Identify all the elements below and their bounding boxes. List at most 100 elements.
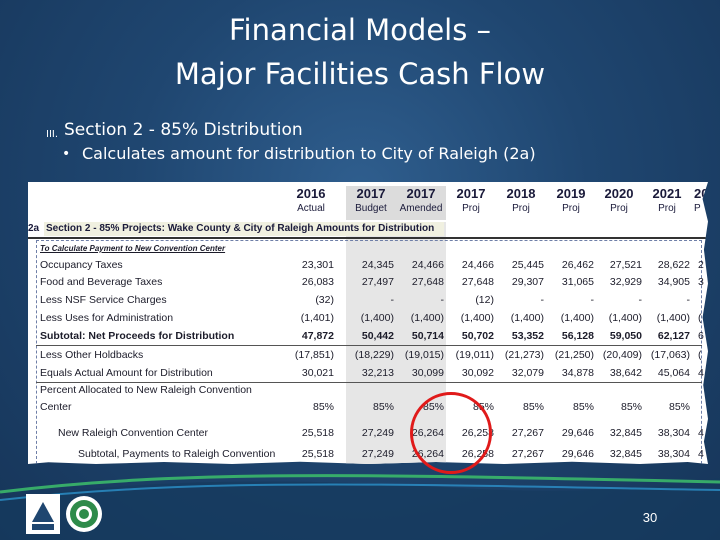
footer-logos xyxy=(24,492,104,536)
page-number: 30 xyxy=(642,510,658,525)
bullet-number: III. xyxy=(46,129,59,140)
table-cell: 24,345 xyxy=(361,259,394,271)
table-cell: 25,518 xyxy=(301,448,334,460)
column-header: 2017 Proj xyxy=(446,186,496,216)
column-year: 2016 xyxy=(296,186,326,201)
table-cell: 27,497 xyxy=(361,276,394,288)
column-header: 2021 Proj xyxy=(642,186,692,216)
column-subtitle: Proj xyxy=(610,203,628,214)
table-row: Less Uses for Administration (1,401) (1,40… xyxy=(28,310,708,327)
table-cell: 85% xyxy=(312,401,334,413)
table-cell: 24,466 xyxy=(461,259,494,271)
table-cell: (1,400) xyxy=(360,312,394,324)
table-cell: (19,011) xyxy=(455,349,494,361)
bullet-marker: • xyxy=(62,146,71,162)
table-cell: 34,905 xyxy=(657,276,690,288)
table-cell: 27,648 xyxy=(411,276,444,288)
truncated-cell: ( xyxy=(698,349,702,361)
table-cell: - xyxy=(638,294,643,306)
table-cell: 27,648 xyxy=(461,276,494,288)
row-label: Subtotal: Net Proceeds for Distribution xyxy=(40,330,235,342)
table-cell: 30,021 xyxy=(301,367,334,379)
table-cell: (1,400) xyxy=(460,312,494,324)
table-cell: 38,304 xyxy=(657,448,690,460)
column-header: 20 P xyxy=(694,186,708,216)
table-cell: (1,400) xyxy=(510,312,544,324)
table-row: Occupancy Taxes 23,301 24,345 24,466 24,466 2… xyxy=(28,257,708,274)
column-subtitle: Amended xyxy=(399,203,443,214)
column-year: 2021 xyxy=(652,186,682,201)
table-cell: 29,646 xyxy=(561,427,594,439)
table-cell: 31,065 xyxy=(561,276,594,288)
section-title: Section 2 - 85% Projects: Wake County & … xyxy=(44,222,444,236)
table-cell: 32,213 xyxy=(361,367,394,379)
row-label: Less Uses for Administration xyxy=(40,312,174,324)
column-year: 2019 xyxy=(556,186,586,201)
column-subtitle: Proj xyxy=(658,203,676,214)
table-row: New Raleigh Convention Center 25,518 27,24… xyxy=(28,425,708,442)
table-row: Equals Actual Amount for Distribution 30,… xyxy=(28,365,708,382)
table-cell: 50,442 xyxy=(361,330,394,342)
truncated-cell: 4 xyxy=(698,427,704,439)
row-label: Percent Allocated to New Raleigh Convent… xyxy=(40,384,252,396)
bullet-level-2: • Calculates amount for distribution to … xyxy=(46,142,686,166)
table-cell: - xyxy=(590,294,595,306)
table-cell: - xyxy=(390,294,395,306)
table-cell: 29,646 xyxy=(561,448,594,460)
column-year: 2017 xyxy=(356,186,386,201)
table-cell: 62,127 xyxy=(657,330,690,342)
column-header: 2018 Proj xyxy=(496,186,546,216)
truncated-cell: 2 xyxy=(698,259,704,271)
section-id: 2a xyxy=(28,223,40,234)
table-cell: 85% xyxy=(668,401,690,413)
column-header: 2019 Proj xyxy=(546,186,596,216)
table-cell: 27,249 xyxy=(361,427,394,439)
table-cell: (1,400) xyxy=(560,312,594,324)
table-cell: 30,099 xyxy=(411,367,444,379)
table-cell: 25,445 xyxy=(511,259,544,271)
section-divider xyxy=(28,237,708,239)
table-row: Less Other Holdbacks (17,851) (18,229) (19,… xyxy=(28,347,708,364)
table-cell: 38,304 xyxy=(657,427,690,439)
table-cell: 27,267 xyxy=(511,427,544,439)
section-row: 2a Section 2 - 85% Projects: Wake County… xyxy=(28,222,708,236)
table-cell: 27,521 xyxy=(609,259,642,271)
table-cell: (1,401) xyxy=(300,312,334,324)
column-year: 2018 xyxy=(506,186,536,201)
column-header: 2020 Proj xyxy=(594,186,644,216)
table-cell: 32,845 xyxy=(609,448,642,460)
table-cell: 38,642 xyxy=(609,367,642,379)
convention-center-seal-logo xyxy=(66,496,102,532)
title-line-2: Major Facilities Cash Flow xyxy=(174,57,546,91)
table-row: Subtotal: Net Proceeds for Distribution 4… xyxy=(28,328,708,345)
table-cell: 25,518 xyxy=(301,427,334,439)
table-cell: - xyxy=(440,294,445,306)
table-cell: 32,079 xyxy=(511,367,544,379)
row-label: Occupancy Taxes xyxy=(40,259,123,271)
table-cell: 56,128 xyxy=(561,330,594,342)
column-header: 2017 Amended xyxy=(396,186,446,220)
table-cell: 59,050 xyxy=(609,330,642,342)
column-year: 2020 xyxy=(604,186,634,201)
row-label: Center xyxy=(40,401,72,413)
table-row: Subtotal, Payments to Raleigh Convention… xyxy=(28,446,708,463)
table-cell: (19,015) xyxy=(404,349,444,361)
bullet-level-1: III. Section 2 - 85% Distribution xyxy=(46,118,686,142)
row-label: New Raleigh Convention Center xyxy=(58,427,208,439)
table-row: Food and Beverage Taxes 26,083 27,497 27,64… xyxy=(28,274,708,291)
table-cell: 26,083 xyxy=(301,276,334,288)
column-header: 2016 Actual xyxy=(286,186,336,216)
truncated-cell: 4 xyxy=(698,448,704,460)
table-cell: (21,250) xyxy=(554,349,594,361)
wake-county-logo xyxy=(26,494,60,534)
bullet-list: III. Section 2 - 85% Distribution • Calc… xyxy=(46,118,686,166)
slide-title: Financial Models – Major Facilities Cash… xyxy=(0,8,720,96)
table-cell: 47,872 xyxy=(301,330,334,342)
column-year: 2017 xyxy=(456,186,486,201)
table-cell: (21,273) xyxy=(504,349,544,361)
row-label: Equals Actual Amount for Distribution xyxy=(40,367,213,379)
table-cell: 32,929 xyxy=(609,276,642,288)
table-cell: 32,845 xyxy=(609,427,642,439)
table-cell: 53,352 xyxy=(511,330,544,342)
column-subtitle: Actual xyxy=(297,203,325,214)
